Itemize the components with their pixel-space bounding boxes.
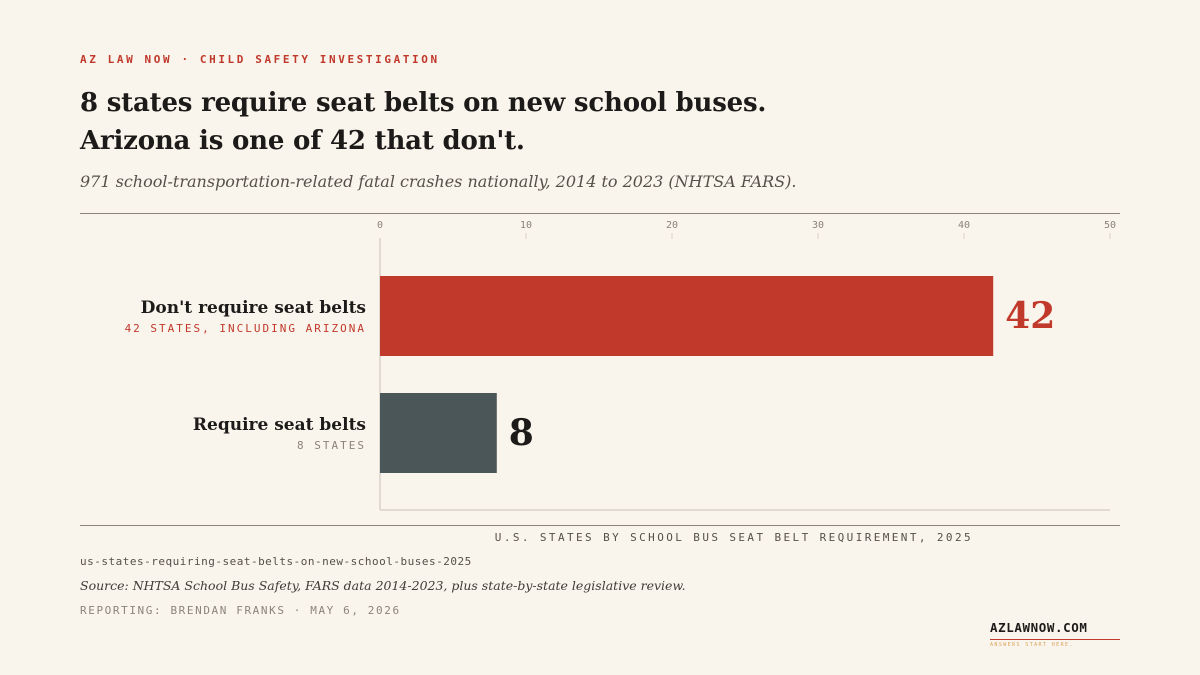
category-label: Don't require seat belts [141,298,366,318]
source-note: Source: NHTSA School Bus Safety, FARS da… [80,578,686,593]
x-tick-label: 10 [520,220,532,231]
kicker: AZ LAW NOW · CHILD SAFETY INVESTIGATION [80,53,440,66]
x-tick-label: 40 [958,220,970,231]
bar [380,276,994,356]
x-tick-label: 30 [812,220,824,231]
bottom-divider [80,525,1120,526]
x-tick-label: 20 [666,220,678,231]
headline-line-2: Arizona is one of 42 that don't. [80,126,525,156]
subtitle: 971 school-transportation-related fatal … [80,172,797,191]
byline: REPORTING: BRENDAN FRANKS · MAY 6, 2026 [80,604,401,617]
bar-value-label: 42 [1005,295,1055,337]
x-tick-label: 50 [1104,220,1116,231]
top-divider [80,213,1120,214]
bar-value-label: 8 [509,412,534,454]
brand-name: AZLAWNOW.COM [990,620,1088,635]
category-note: 8 STATES [297,439,366,452]
bar [380,393,497,473]
headline-line-1: 8 states require seat belts on new schoo… [80,88,767,118]
headline: 8 states require seat belts on new schoo… [80,84,1120,160]
brand-logo[interactable]: AZLAWNOW.COM ANSWERS START HERE. [990,620,1120,648]
brand-tagline: ANSWERS START HERE. [990,642,1074,648]
brand-underline [990,639,1120,640]
x-tick-label: 0 [377,220,383,231]
x-axis-title: U.S. STATES BY SCHOOL BUS SEAT BELT REQU… [494,531,973,544]
category-note: 42 STATES, INCLUDING ARIZONA [125,322,366,335]
chart-slug: us-states-requiring-seat-belts-on-new-sc… [80,555,472,568]
category-label: Require seat belts [193,415,366,435]
